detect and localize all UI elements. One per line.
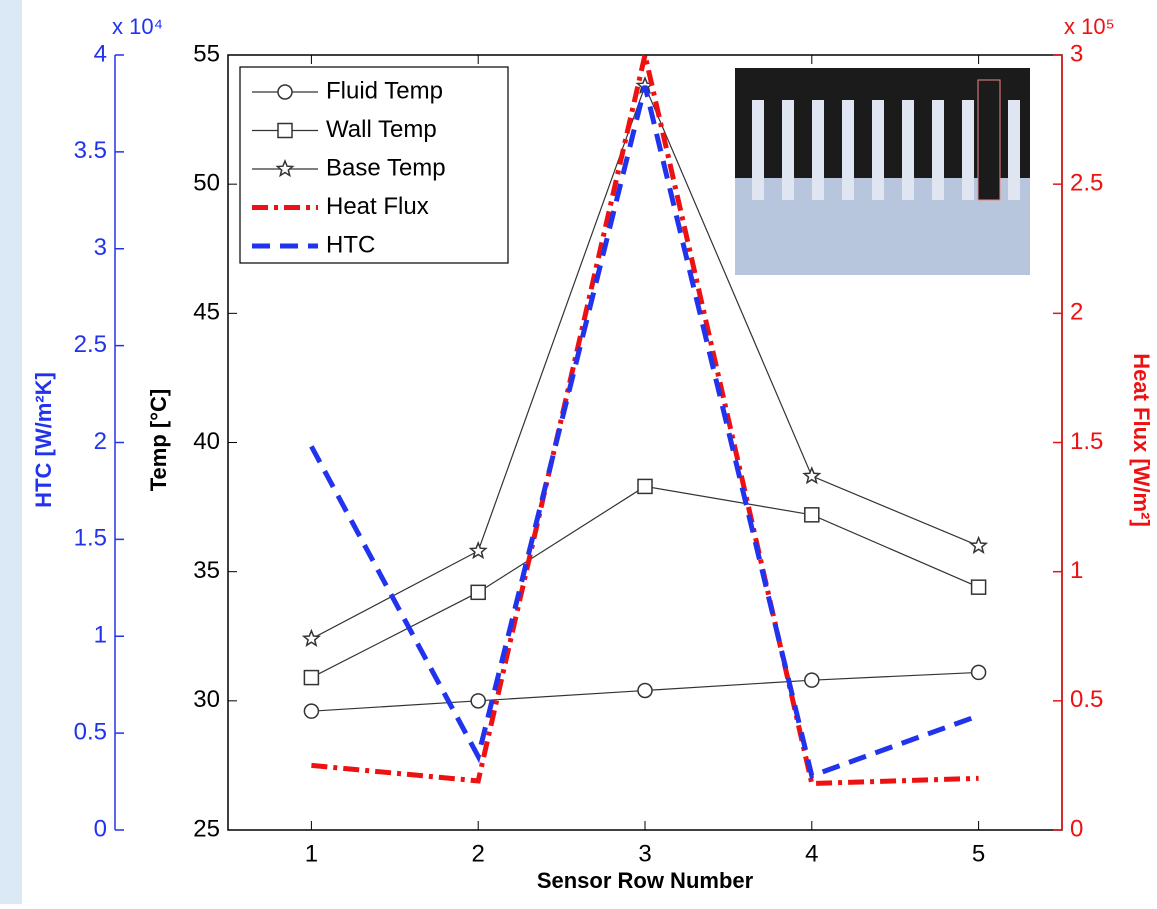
y2-tick-label: 3 — [1070, 40, 1083, 67]
y3-tick-label: 4 — [94, 40, 107, 67]
y-tick-label: 45 — [193, 299, 220, 326]
y3-tick-label: 2.5 — [74, 331, 107, 358]
background-strip — [0, 0, 22, 904]
y-axis-label: Temp [°C] — [146, 389, 171, 492]
y3-tick-label: 0 — [94, 815, 107, 842]
inset-image — [735, 68, 1030, 275]
y3-tick-label: 0.5 — [74, 718, 107, 745]
y2-tick-label: 1 — [1070, 557, 1083, 584]
x-axis-label: Sensor Row Number — [537, 868, 754, 893]
point-marker — [804, 507, 820, 523]
y-tick-label: 50 — [193, 170, 220, 197]
point-marker — [970, 579, 987, 595]
y3-tick-label: 2 — [94, 428, 107, 455]
y2-tick-label: 2.5 — [1070, 170, 1103, 197]
y2-tick-label: 1.5 — [1070, 428, 1103, 455]
y2-tick-label: 0 — [1070, 815, 1083, 842]
legend-label: Fluid Temp — [326, 77, 443, 104]
series-line — [311, 485, 979, 679]
legend-label: Wall Temp — [326, 116, 437, 143]
y3-tick-label: 1 — [94, 622, 107, 649]
point-marker — [470, 693, 486, 709]
legend-label: HTC — [326, 231, 375, 258]
y-tick-label: 55 — [193, 40, 220, 67]
legend-marker — [275, 158, 295, 178]
point-marker — [470, 584, 486, 601]
legend-marker — [277, 122, 293, 139]
y2-tick-label: 2 — [1070, 299, 1083, 326]
point-marker — [303, 669, 320, 686]
y3-tick-label: 3.5 — [74, 137, 107, 164]
point-marker — [303, 703, 320, 719]
x-tick-label: 2 — [472, 840, 485, 867]
point-marker — [301, 628, 321, 647]
y2-axis-label: Heat Flux [W/m²] — [1129, 353, 1154, 527]
series-line — [311, 54, 979, 787]
legend-label: Heat Flux — [326, 193, 429, 220]
legend-marker — [277, 84, 293, 100]
y3-tick-label: 3 — [94, 234, 107, 261]
y2-multiplier: x 10⁵ — [1064, 14, 1115, 39]
point-marker — [802, 466, 822, 485]
point-marker — [804, 672, 820, 688]
point-marker — [468, 540, 488, 560]
x-tick-label: 4 — [805, 840, 818, 867]
y3-tick-label: 1.5 — [74, 525, 107, 552]
y2-tick-label: 0.5 — [1070, 686, 1103, 713]
y-tick-label: 30 — [193, 686, 220, 713]
legend-label: Base Temp — [326, 154, 446, 181]
point-marker — [637, 682, 653, 699]
y3-axis-label: HTC [W/m²K] — [31, 372, 56, 508]
y-tick-label: 35 — [193, 557, 220, 584]
x-tick-label: 3 — [638, 840, 651, 867]
point-marker — [637, 478, 653, 495]
point-marker — [970, 664, 987, 681]
x-tick-label: 1 — [305, 840, 318, 867]
x-tick-label: 5 — [972, 840, 985, 867]
y3-multiplier: x 10⁴ — [112, 14, 163, 39]
y-tick-label: 25 — [193, 815, 220, 842]
y-tick-label: 40 — [193, 428, 220, 455]
point-marker — [969, 535, 989, 554]
series-line — [309, 85, 980, 780]
